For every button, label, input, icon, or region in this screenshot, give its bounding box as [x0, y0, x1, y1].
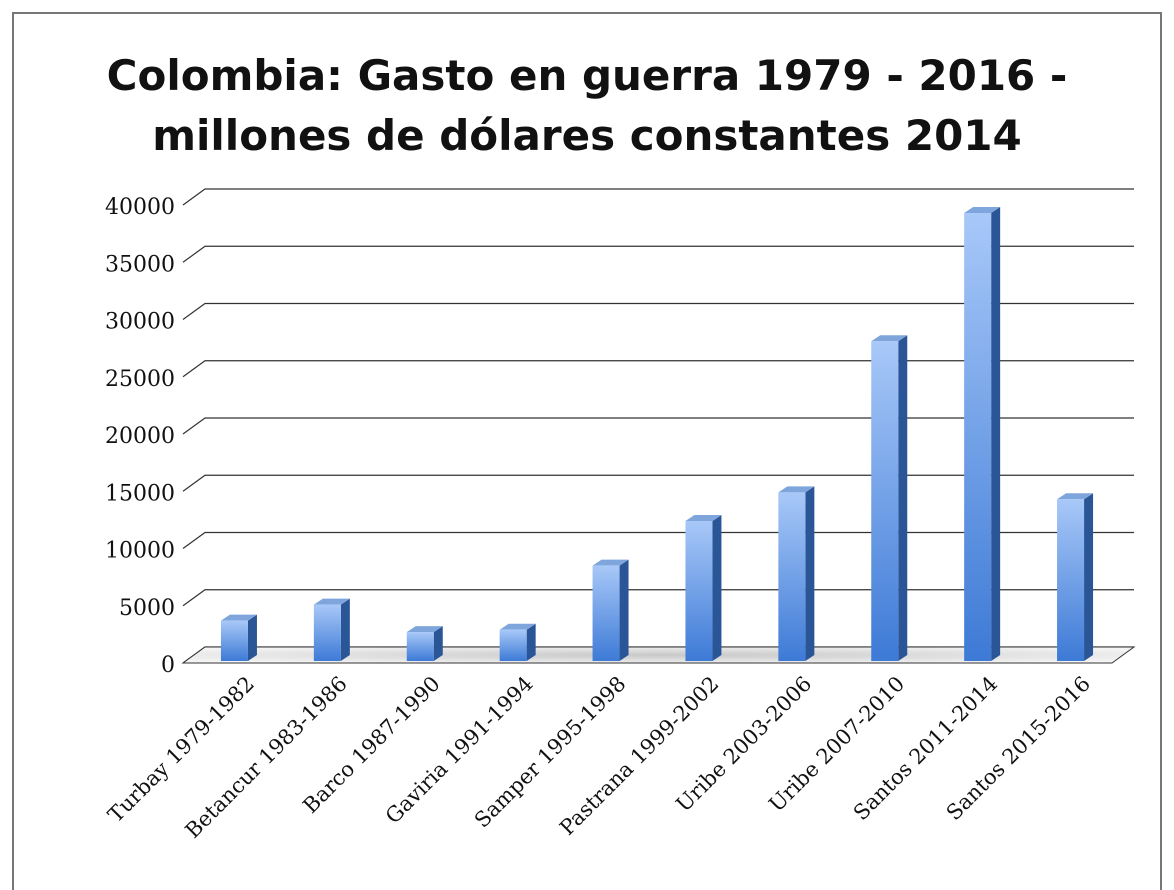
y-tick-label: 5000	[119, 596, 175, 621]
bar-side	[991, 207, 1001, 661]
bar-top	[220, 614, 257, 621]
gridline	[182, 302, 1134, 320]
bar	[313, 598, 350, 661]
bar-front	[1057, 499, 1085, 661]
y-axis-tick-labels: 0 5000 10000 15000 20000 25000 30000 35000 40000	[105, 195, 175, 678]
bar-front	[592, 565, 620, 661]
bar-top	[499, 623, 536, 630]
bar-front	[313, 604, 341, 661]
gridline	[182, 417, 1134, 435]
bar-side	[247, 614, 257, 661]
y-tick-label: 25000	[105, 367, 175, 392]
gridline	[182, 245, 1134, 263]
bar-top	[964, 207, 1001, 214]
y-tick-label: 15000	[105, 481, 175, 506]
bar-front	[871, 341, 899, 661]
gridline	[182, 531, 1134, 549]
bars	[220, 207, 1094, 661]
y-tick-label: 10000	[105, 539, 175, 564]
bar-side	[526, 623, 536, 661]
y-tick-label: 30000	[105, 310, 175, 335]
bar-front	[406, 632, 434, 661]
bar-top	[778, 486, 815, 493]
x-tick-label: Betancur 1983-1986	[181, 672, 352, 843]
gridline	[182, 474, 1134, 492]
bar-side	[619, 559, 629, 661]
bar-top	[871, 335, 908, 342]
bar	[778, 486, 815, 661]
bar-front	[778, 492, 806, 661]
bar-top	[313, 598, 350, 605]
bar	[871, 335, 908, 661]
chart-title-line-1: Colombia: Gasto en guerra 1979 - 2016 -	[106, 51, 1068, 100]
bar	[1057, 493, 1094, 661]
y-tick-label: 0	[161, 653, 175, 678]
y-tick-label: 40000	[105, 195, 175, 220]
x-tick-label: Pastrana 1999-2002	[555, 672, 723, 840]
bar	[964, 207, 1001, 661]
y-tick-label: 20000	[105, 424, 175, 449]
bar	[592, 559, 629, 661]
chart-title: Colombia: Gasto en guerra 1979 - 2016 - …	[0, 46, 1174, 166]
bar	[220, 614, 257, 661]
bar-side	[805, 486, 815, 661]
gridline	[182, 360, 1134, 378]
bar	[406, 626, 443, 661]
bar-top	[406, 626, 443, 633]
y-tick-label: 35000	[105, 252, 175, 277]
bar-front	[220, 620, 248, 661]
bar-top	[592, 559, 629, 566]
bar-front	[964, 213, 992, 661]
chart-title-line-2: millones de dólares constantes 2014	[152, 111, 1022, 160]
bar-top	[685, 515, 722, 522]
gridline	[182, 188, 1134, 206]
bar-side	[898, 335, 908, 661]
bar	[499, 623, 536, 661]
bar-front	[499, 629, 527, 661]
bar	[685, 515, 722, 661]
gridline	[182, 589, 1134, 607]
bar-top	[1057, 493, 1094, 500]
bar-side	[340, 598, 350, 661]
bar-side	[712, 515, 722, 661]
bar-front	[685, 521, 713, 661]
x-tick-label: Samper 1995-1998	[470, 672, 631, 833]
bar-side	[433, 626, 443, 661]
bar-side	[1084, 493, 1094, 661]
